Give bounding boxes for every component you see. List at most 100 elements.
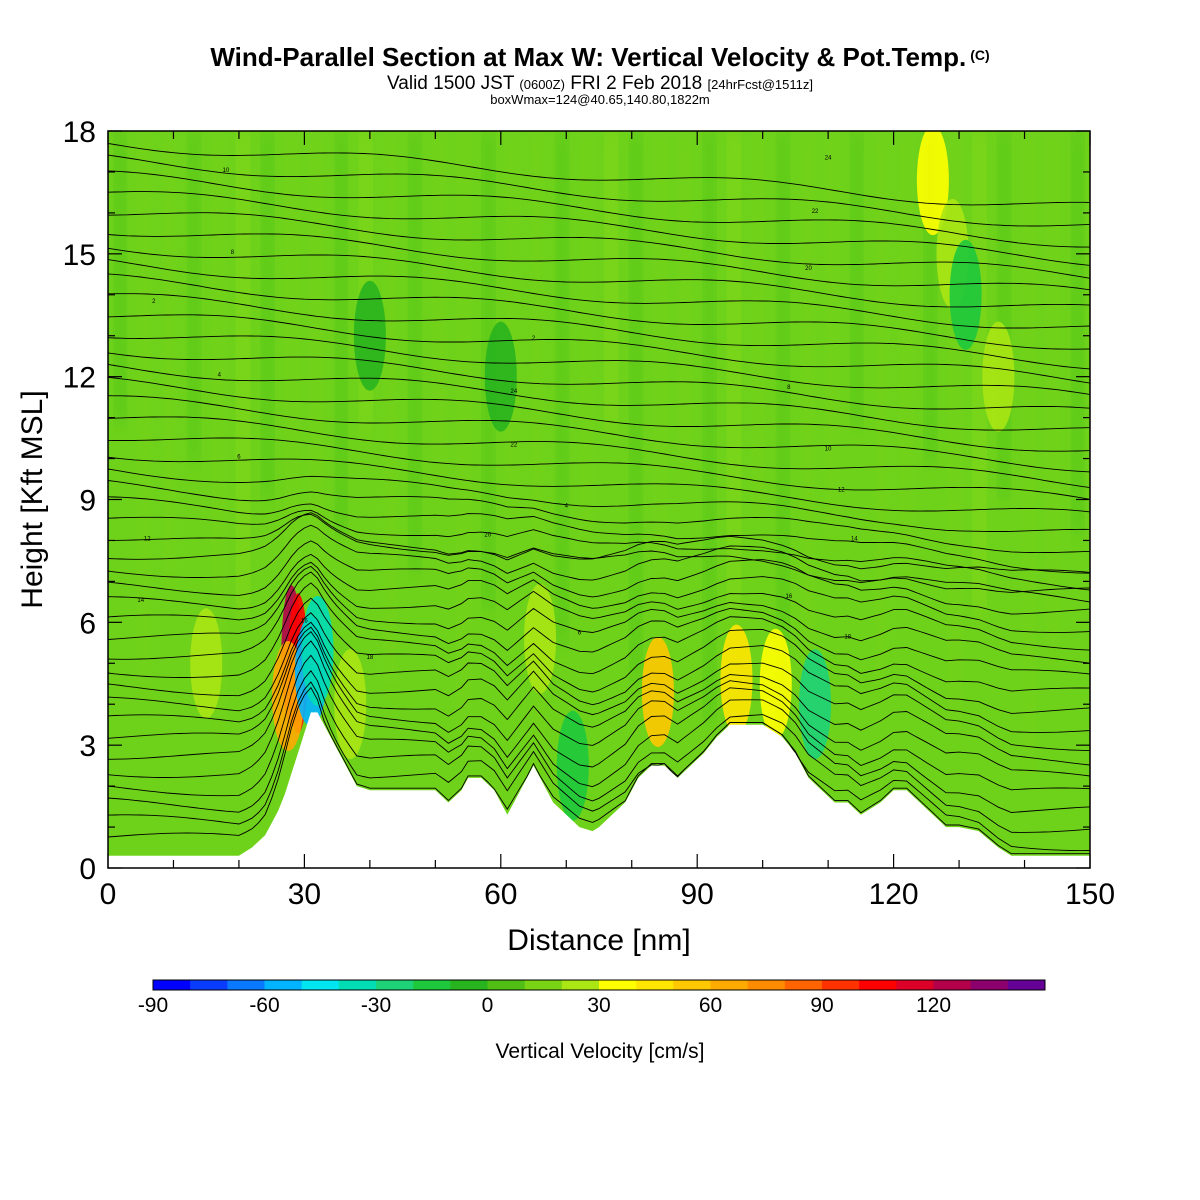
field-streak <box>875 131 888 684</box>
theta-label: 12 <box>838 487 845 493</box>
field-streak <box>261 131 274 500</box>
y-axis-title: Height [Kft MSL] <box>16 390 49 608</box>
theta-contour <box>108 247 1090 308</box>
y-tick-label: 9 <box>79 485 96 518</box>
theta-label: 6 <box>578 631 582 637</box>
field-streak <box>605 131 618 426</box>
theta-contour <box>108 626 1090 766</box>
colorbar-tick-label: 30 <box>587 994 610 1017</box>
theta-label: 16 <box>786 594 793 600</box>
theta-contour <box>108 212 1090 279</box>
velocity-cell <box>334 649 367 760</box>
colorbar-swatch <box>450 980 488 990</box>
colorbar-swatch <box>747 980 786 990</box>
colorbar-swatch <box>636 980 674 990</box>
theta-label: 24 <box>825 156 832 162</box>
colorbar-swatch <box>153 980 191 990</box>
colorbar-swatch <box>859 980 897 990</box>
theta-label: 20 <box>484 532 491 538</box>
field-streak <box>580 131 593 537</box>
colorbar-swatch <box>599 980 637 990</box>
theta-contour <box>108 259 1090 329</box>
colorbar-swatch <box>1007 980 1046 990</box>
theta-label: 2 <box>532 336 536 342</box>
field-streak <box>335 131 348 537</box>
colorbar-swatch <box>264 980 303 990</box>
field-streak <box>457 131 470 721</box>
colorbar-swatch <box>301 980 340 990</box>
theta-contour <box>108 480 1090 554</box>
theta-contour <box>108 233 1090 291</box>
theta-contour <box>108 571 1090 675</box>
theta-label: 20 <box>805 266 812 272</box>
colorbar-swatch <box>822 980 860 990</box>
field-streak <box>826 131 839 537</box>
velocity-cell <box>720 624 753 735</box>
x-tick-label: 120 <box>869 878 919 911</box>
colorbar-swatch <box>524 980 563 990</box>
velocity-cell <box>759 628 792 739</box>
colorbar-frame <box>152 979 1046 991</box>
colorbar-tick-label: 120 <box>916 994 951 1017</box>
theta-label: 8 <box>231 250 235 256</box>
y-tick-label: 3 <box>79 730 96 763</box>
field-streak <box>850 131 863 426</box>
theta-label: 12 <box>144 536 151 542</box>
theta-contour <box>108 565 1090 664</box>
colorbar-tick-label: -90 <box>138 994 168 1017</box>
field-streak <box>998 131 1011 500</box>
colorbar-tick-label: 60 <box>699 994 722 1017</box>
x-tick-label: 0 <box>100 878 117 911</box>
theta-contour <box>108 191 1090 266</box>
velocity-cell <box>190 608 223 719</box>
x-tick-label: 90 <box>681 878 714 911</box>
theta-contour <box>108 640 1090 791</box>
copyright-mark: (C) <box>970 47 990 63</box>
field-streak <box>408 131 421 574</box>
field-streak <box>1022 131 1035 758</box>
theta-contour <box>108 363 1090 431</box>
field-streak <box>752 131 765 500</box>
velocity-cell <box>916 131 949 236</box>
theta-contour <box>108 416 1090 489</box>
theta-contour <box>108 621 1090 752</box>
theta-contour <box>108 509 1090 591</box>
colorbar-swatch <box>190 980 228 990</box>
theta-contour <box>108 273 1090 350</box>
field-streak <box>1071 131 1084 537</box>
theta-label: 6 <box>237 455 241 461</box>
field-streak <box>556 131 569 647</box>
velocity-cell <box>949 239 982 350</box>
valid-prefix: Valid 1500 JST <box>387 73 515 94</box>
terrain-mask <box>108 712 1090 868</box>
field-streak <box>310 131 323 647</box>
theta-contour <box>108 352 1090 410</box>
valid-utc: (0600Z) <box>519 77 565 92</box>
theta-contour <box>108 524 1090 593</box>
y-tick-label: 15 <box>63 239 96 272</box>
theta-contour <box>108 314 1090 384</box>
colorbar-title: Vertical Velocity [cm/s] <box>496 1040 705 1063</box>
field-streak <box>678 131 691 463</box>
velocity-cell <box>484 321 517 432</box>
x-tick-label: 60 <box>484 878 517 911</box>
theta-label: 4 <box>565 504 569 510</box>
colorbar-tick-label: 0 <box>482 994 494 1017</box>
theta-contour <box>108 612 1090 733</box>
x-tick-label: 30 <box>288 878 321 911</box>
y-tick-label: 18 <box>63 116 96 149</box>
theta-label: 18 <box>844 635 851 641</box>
theta-contour <box>108 582 1090 692</box>
plot-axes: 0 30 60 90 120 150 0 3 6 9 12 15 18 Distance [nm] Heig… <box>16 116 1115 957</box>
colorbar-swatch <box>561 980 600 990</box>
theta-contour <box>108 395 1090 473</box>
colorbar-swatch <box>487 980 526 990</box>
forecast-info: [24hrFcst@1511z] <box>707 77 813 92</box>
theta-contour <box>108 513 1090 603</box>
theta-label: 10 <box>825 446 832 452</box>
y-tick-label: 0 <box>79 853 96 886</box>
y-tick-label: 6 <box>79 607 96 640</box>
field-streak <box>163 131 176 574</box>
